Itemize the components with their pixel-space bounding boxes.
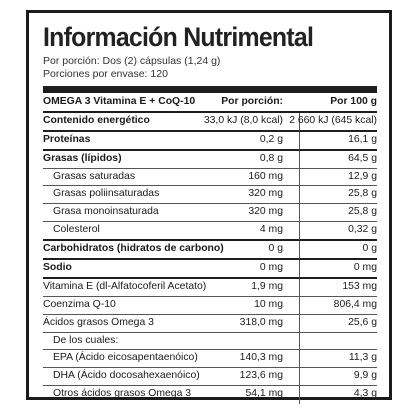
per-portion-value: 320 mg [248, 188, 283, 200]
table-row: Ácidos grasos Omega 3 318,0 mg 25,6 g [43, 314, 377, 333]
nutrient-name: Vitamina E (dl-Alfatocoferil Acetato) [43, 280, 207, 292]
label-title: Información Nutrimental [43, 22, 314, 52]
table-row: Grasas saturadas 160 mg 12,9 g [43, 168, 377, 187]
table-row: Vitamina E (dl-Alfatocoferil Acetato) 1,9… [43, 278, 377, 297]
per-100g-value: 12,9 g [348, 170, 377, 182]
per-100g-value: 64,5 g [348, 152, 377, 164]
header-product-name: OMEGA 3 Vitamina E + CoQ-10 [43, 96, 196, 107]
per-100g-value: 0,32 g [348, 224, 377, 236]
nutrient-name: Carbohidratos (hidratos de carbono) [43, 243, 224, 255]
table-row: Carbohidratos (hidratos de carbono) 0 g 0 … [43, 241, 377, 261]
nutrition-label: Información Nutrimental Por porción: Dos… [26, 10, 392, 405]
per-portion-value: 0,2 g [259, 133, 283, 145]
column-divider [299, 314, 300, 333]
table-row: Grasas poliinsaturadas 320 mg 25,8 g [43, 186, 377, 205]
column-divider [299, 222, 300, 241]
nutrient-name: Sodio [43, 262, 72, 274]
column-divider [299, 241, 300, 260]
column-divider [299, 150, 300, 169]
per-100g-value: 16,1 g [348, 133, 377, 145]
per-portion-value: 1,9 mg [251, 280, 283, 292]
column-divider [299, 296, 300, 315]
table-header: OMEGA 3 Vitamina E + CoQ-10 Por porción:… [43, 94, 377, 113]
table-row: Proteínas 0,2 g 16,1 g [43, 131, 377, 151]
header-per-100g: Por 100 g [330, 96, 377, 107]
column-divider [299, 112, 300, 131]
per-portion-value: 10 mg [254, 298, 283, 310]
column-divider [299, 386, 300, 405]
table-row: Grasa monoinsaturada 320 mg 25,8 g [43, 204, 377, 223]
table-row: De los cuales: [43, 332, 377, 351]
table-row: Otros ácidos grasos Omega 3 54,1 mg 4,3 g [43, 386, 377, 405]
per-portion-value: 140,3 mg [239, 352, 283, 364]
nutrient-name: Colesterol [53, 224, 100, 236]
nutrient-name: Grasa monoinsaturada [53, 206, 159, 218]
header-per-portion: Por porción: [221, 96, 283, 107]
per-portion-value: 160 mg [248, 170, 283, 182]
table-row: Coenzima Q-10 10 mg 806,4 mg [43, 296, 377, 315]
nutrient-name: Ácidos grasos Omega 3 [43, 316, 154, 328]
per-100g-value: 153 mg [342, 280, 377, 292]
column-divider [299, 186, 300, 205]
thick-rule [43, 86, 377, 93]
per-100g-value: 25,8 g [348, 206, 377, 218]
per-portion-value: 320 mg [248, 206, 283, 218]
nutrient-name: Coenzima Q-10 [43, 298, 116, 310]
nutrient-name: Otros ácidos grasos Omega 3 [53, 388, 192, 400]
per-100g-value: 25,8 g [348, 188, 377, 200]
column-divider [299, 350, 300, 369]
table-row: Colesterol 4 mg 0,32 g [43, 222, 377, 242]
table-row: Sodio 0 mg 0 mg [43, 260, 377, 279]
nutrient-name: Contenido energético [43, 114, 150, 126]
nutrient-name: EPA (Ácido eicosapentaenóico) [53, 352, 198, 364]
table-body: Contenido energético 33,0 kJ (8,0 kcal) 2 … [43, 112, 377, 405]
table-row: Contenido energético 33,0 kJ (8,0 kcal) 2 … [43, 112, 377, 132]
column-divider [299, 168, 300, 187]
per-100g-value: 4,3 g [353, 388, 377, 400]
per-portion-value: 0 g [268, 243, 283, 255]
nutrient-name: Grasas poliinsaturadas [53, 188, 160, 200]
nutrient-name: Grasas saturadas [53, 170, 136, 182]
column-divider [299, 131, 300, 150]
nutrient-name: DHA (Ácido docosahexaenóico) [53, 370, 200, 382]
column-divider [299, 332, 300, 351]
per-100g-value: 0 g [362, 243, 377, 255]
table-row: DHA (Ácido docosahexaenóico) 123,6 mg 9,9 … [43, 368, 377, 387]
column-divider [299, 368, 300, 387]
per-100g-value: 2 660 kJ (645 kcal) [289, 114, 377, 126]
per-portion-value: 54,1 mg [245, 388, 283, 400]
table-row: Grasas (lípidos) 0,8 g 64,5 g [43, 150, 377, 169]
per-portion-value: 0 mg [259, 262, 283, 274]
per-100g-value: 0 mg [353, 262, 377, 274]
per-portion-value: 33,0 kJ (8,0 kcal) [203, 114, 283, 126]
column-divider [299, 278, 300, 297]
serving-info: Por porción: Dos (2) cápsulas (1,24 g) P… [43, 55, 377, 80]
per-100g-value: 9,9 g [353, 370, 377, 382]
nutrient-name: De los cuales: [53, 334, 119, 346]
nutrient-name: Grasas (lípidos) [43, 152, 122, 164]
per-portion-value: 0,8 g [259, 152, 283, 164]
column-divider [299, 260, 300, 278]
per-portion-value: 318,0 mg [239, 316, 283, 328]
serving-size: Por porción: Dos (2) cápsulas (1,24 g) [43, 55, 221, 67]
nutrition-table: OMEGA 3 Vitamina E + CoQ-10 Por porción:… [43, 94, 377, 405]
per-portion-value: 4 mg [259, 224, 283, 236]
per-100g-value: 11,3 g [348, 352, 377, 364]
table-row: EPA (Ácido eicosapentaenóico) 140,3 mg 11,… [43, 350, 377, 369]
per-100g-value: 25,6 g [348, 316, 377, 328]
nutrient-name: Proteínas [43, 133, 91, 145]
per-100g-value: 806,4 mg [333, 298, 377, 310]
per-portion-value: 123,6 mg [239, 370, 283, 382]
portions-per-container: Porciones por envase: 120 [43, 67, 168, 80]
column-divider [299, 204, 300, 223]
